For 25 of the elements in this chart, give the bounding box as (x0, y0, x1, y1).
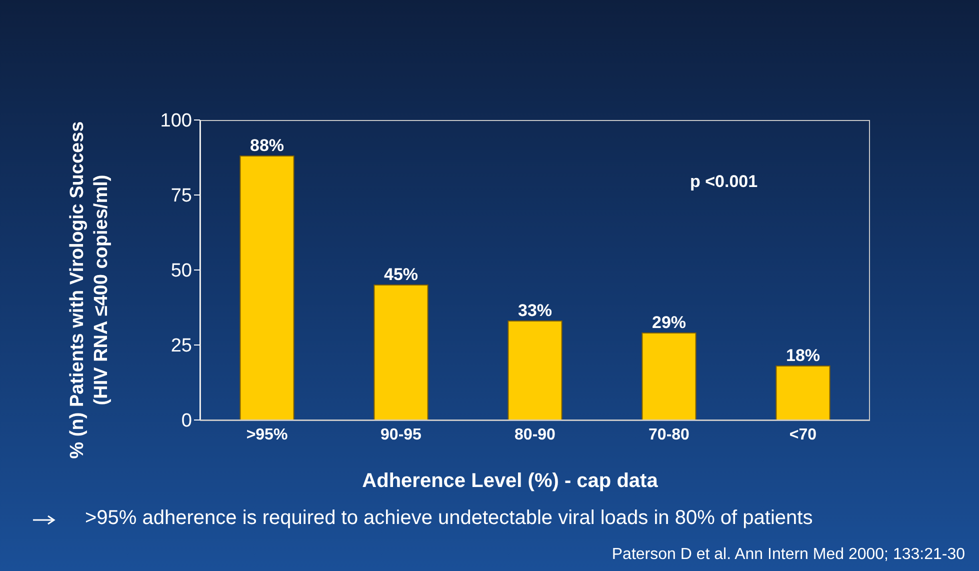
data-label: 29% (652, 313, 686, 332)
x-tick-label: 70-80 (648, 426, 690, 444)
bar (374, 284, 428, 420)
data-label: 33% (518, 301, 552, 320)
data-label: 45% (384, 265, 418, 284)
bar (240, 156, 294, 420)
bar (642, 332, 696, 420)
bar (776, 366, 830, 420)
annotation: p <0.001 (690, 172, 758, 192)
y-tick-label: 75 (170, 186, 192, 207)
y-tick-label: 25 (170, 336, 192, 357)
x-tick-label: <70 (789, 426, 817, 444)
y-tick-label: 0 (181, 410, 192, 432)
x-tick-label: 80-90 (514, 426, 556, 444)
y-axis-title: % (n) Patients with Virologic Success (HIV RNA ≤400 copies/ml) (66, 120, 113, 460)
x-tick-label: 90-95 (380, 426, 422, 444)
x-tick-label: >95% (246, 426, 288, 444)
y-tick-label: 50 (170, 260, 192, 282)
text: Paterson D et al. Ann Intern Med 2000; 133:21-30 (612, 546, 965, 564)
text: >95% adherence is required to achieve undetectable viral loads in 80% of patients (85, 506, 814, 530)
data-label: 88% (250, 136, 284, 155)
bar (508, 320, 562, 420)
data-label: 18% (786, 346, 820, 365)
y-tick-label: 100 (160, 110, 192, 132)
x-axis-title: Adherence Level (%) - cap data (361, 470, 659, 493)
